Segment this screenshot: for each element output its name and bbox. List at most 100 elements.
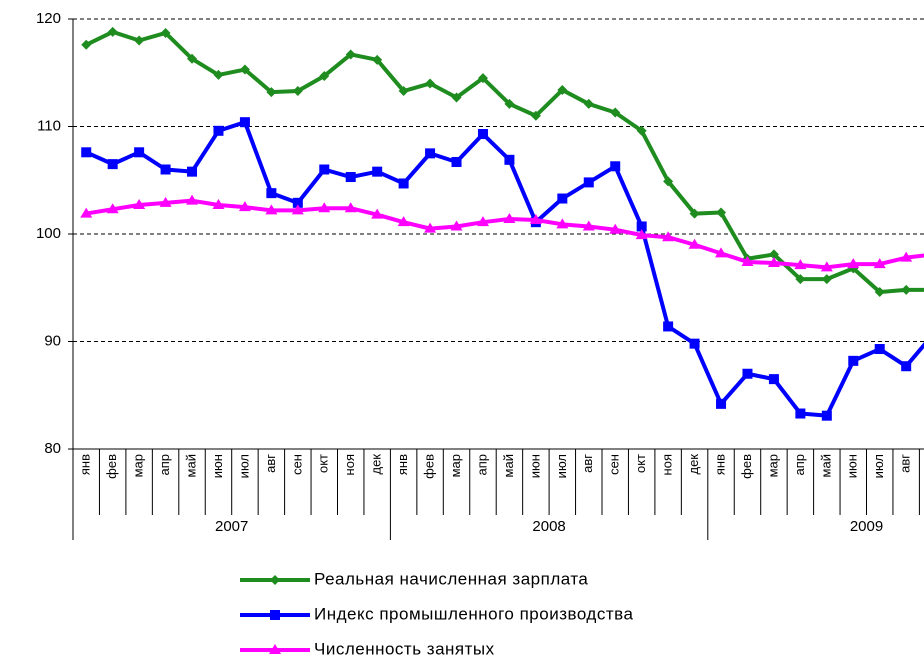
data-point [292,86,303,97]
x-tick-label: апр [474,454,489,476]
data-point [821,274,832,285]
x-tick-label: июн [845,454,860,478]
data-point [425,78,436,89]
data-point [768,374,779,385]
data-point [583,177,594,188]
x-tick-label: сен [607,454,622,475]
data-point [107,159,118,170]
data-point [265,204,278,215]
x-tick-label: авг [580,454,595,473]
data-point [767,257,780,268]
data-point [213,125,224,136]
data-point [451,156,462,167]
data-point [716,207,727,218]
series-line [85,198,924,270]
data-point [900,251,913,262]
data-point [345,49,356,60]
data-point [688,238,701,249]
data-point [716,398,727,409]
x-tick-label: авг [898,454,913,473]
x-tick-label: май [501,454,516,477]
legend-marker [270,610,280,620]
data-point [477,129,488,140]
data-point [186,194,199,205]
data-point [424,222,437,233]
data-point [901,284,912,295]
x-tick-label: фев [739,454,754,479]
data-point [529,214,542,225]
data-point [610,107,621,118]
data-point [504,98,515,109]
data-point [291,204,304,215]
data-point [213,69,224,80]
x-tick-label: авг [263,454,278,473]
data-point [187,166,198,177]
legend-marker [270,575,280,585]
y-tick-label: 120 [36,10,61,27]
data-point [81,147,92,158]
data-point [318,202,331,213]
x-tick-label: июл [236,454,251,478]
x-tick-label: янв [712,454,727,475]
data-point [663,321,674,332]
data-point [689,208,700,219]
data-point [609,223,622,234]
data-point [134,35,145,46]
legend-label: Численность занятых [314,639,495,658]
x-tick-label: ноя [660,454,675,475]
x-tick-label: фев [422,454,437,479]
legend-label: Индекс промышленного производства [314,604,633,623]
data-point [160,27,171,38]
x-tick-label: июн [527,454,542,478]
group-label: 2009 [850,518,883,535]
data-point [160,164,171,175]
data-point [319,164,330,175]
x-tick-label: фев [104,454,119,479]
data-point [820,261,833,272]
x-tick-label: мар [448,454,463,477]
legend-marker [269,644,281,654]
data-point [795,408,806,419]
data-point [557,84,568,95]
x-tick-label: ноя [342,454,357,475]
data-point [372,54,383,65]
data-point [821,410,832,421]
data-point [741,255,754,266]
data-point [266,188,277,199]
data-point [582,220,595,231]
data-point [239,117,250,128]
data-point [662,231,675,242]
data-point [635,229,648,240]
data-point [689,338,700,349]
data-point [901,361,912,372]
data-point [239,64,250,75]
data-point [794,259,807,270]
data-point [159,196,172,207]
x-tick-label: апр [157,454,172,476]
x-tick-label: июл [871,454,886,478]
x-tick-label: май [818,454,833,477]
x-tick-label: окт [633,454,648,473]
data-point [874,287,885,298]
data-point [477,73,488,84]
x-tick-label: июл [554,454,569,478]
data-point [345,172,356,183]
y-tick-label: 110 [37,117,61,134]
x-tick-label: сен [289,454,304,475]
x-tick-label: мар [765,454,780,477]
data-point [636,221,647,232]
x-tick-label: окт [316,454,331,473]
data-point [715,247,728,258]
data-point [81,39,92,50]
data-point [636,125,647,136]
x-tick-label: июн [210,454,225,478]
data-point [398,178,409,189]
data-point [107,26,118,37]
x-tick-label: апр [792,454,807,476]
data-point [610,161,621,172]
data-point [847,258,860,269]
data-point [212,198,225,209]
data-point [451,92,462,103]
